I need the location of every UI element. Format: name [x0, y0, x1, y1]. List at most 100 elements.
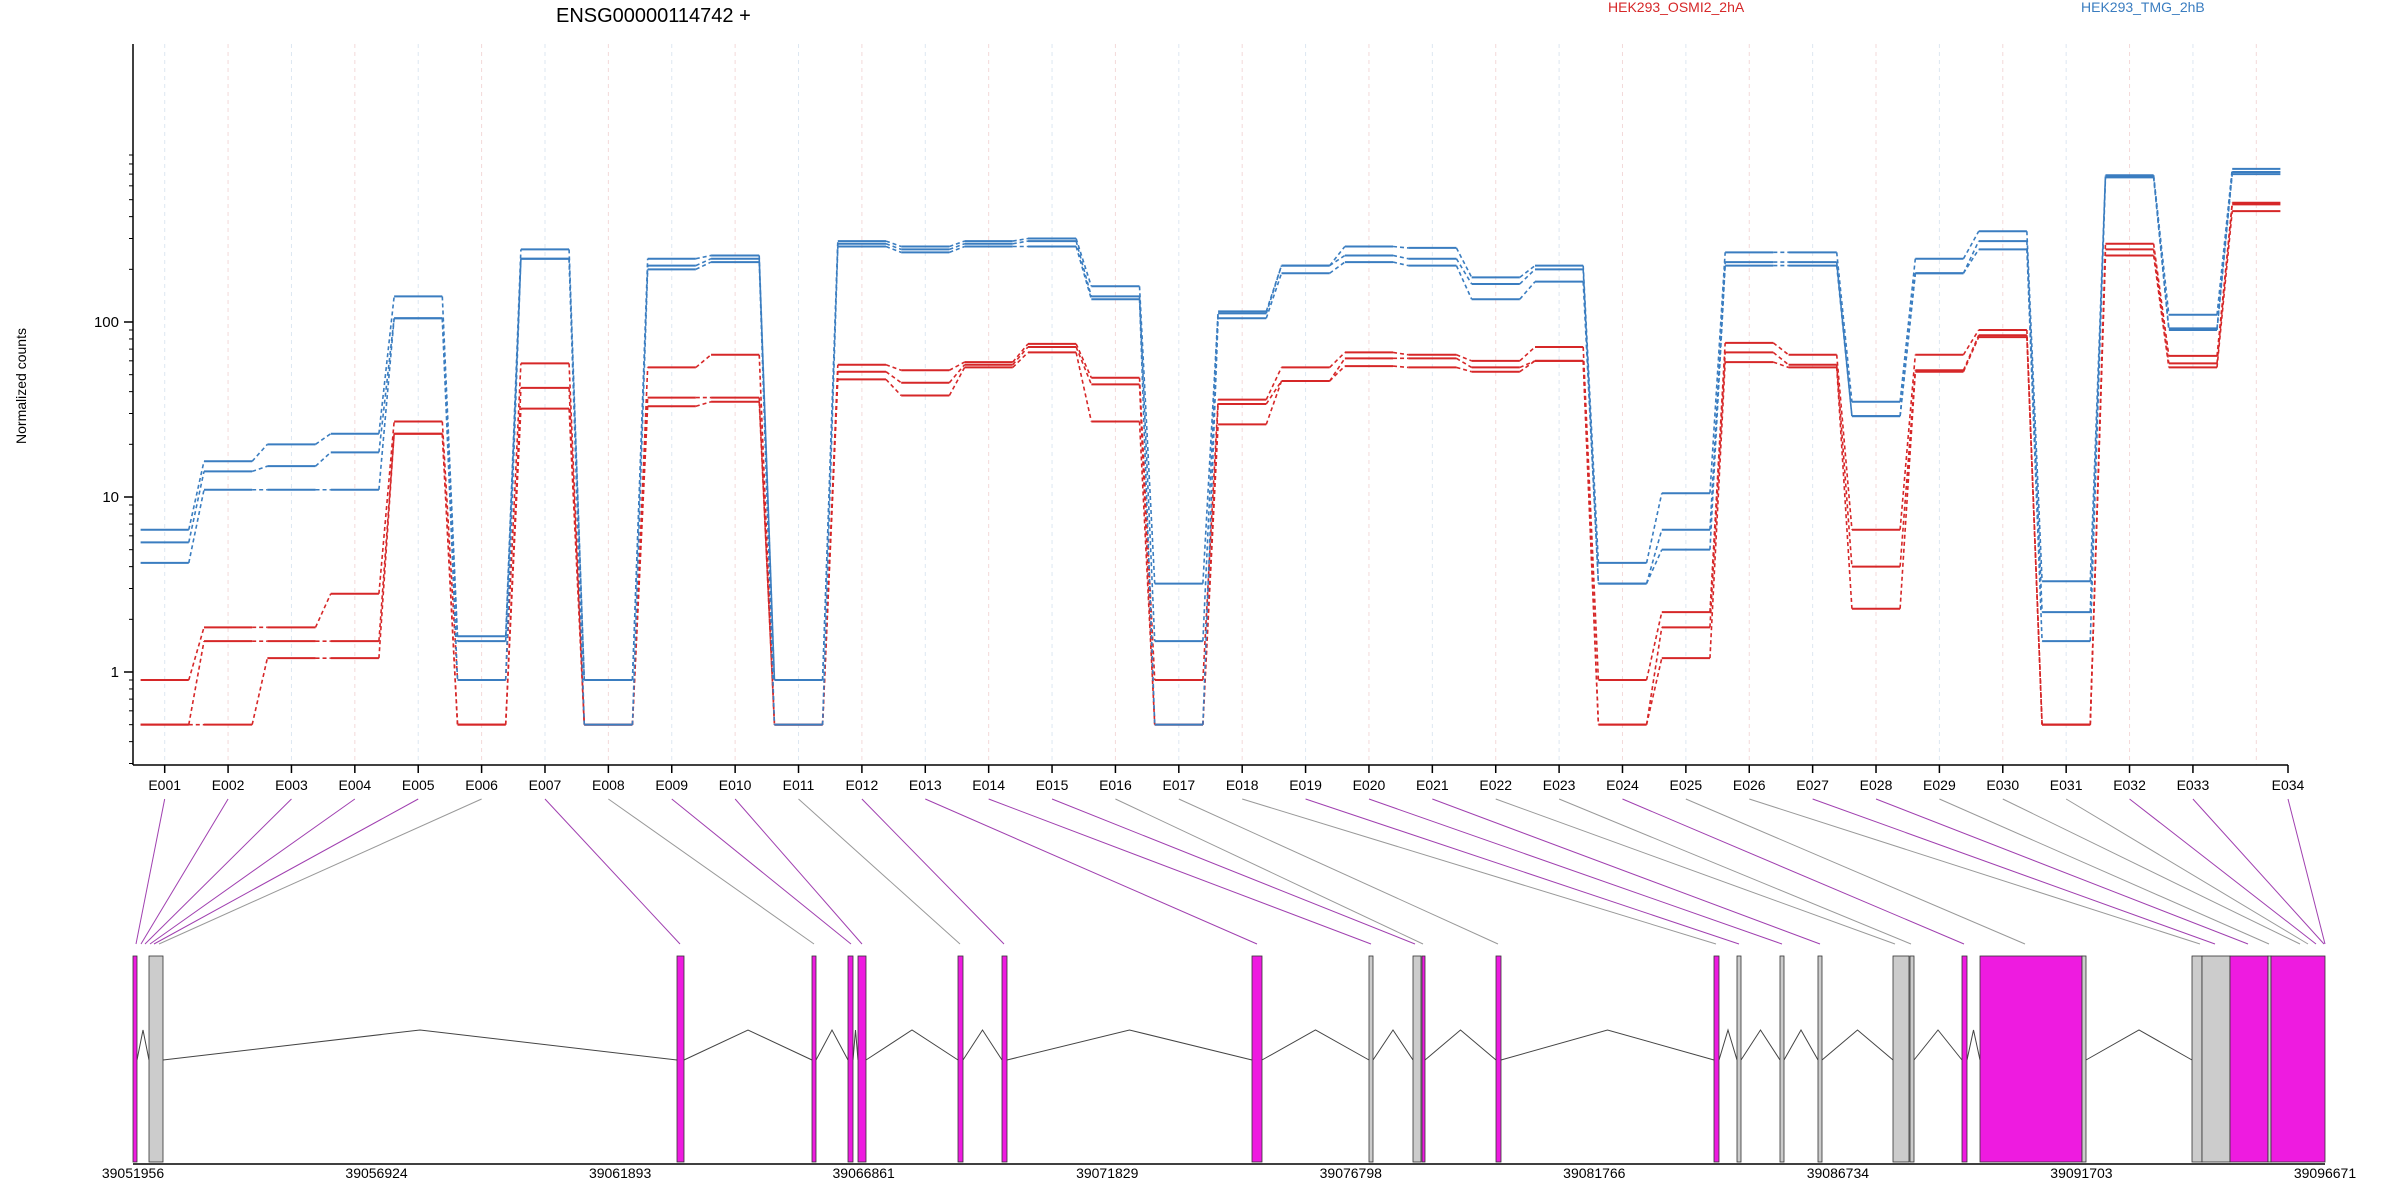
- series-connector: [2152, 177, 2170, 331]
- series-connector: [1329, 351, 1346, 369]
- series-connector: [1645, 627, 1663, 725]
- series-connector: [1772, 342, 1790, 356]
- exon-block: [1817, 955, 1823, 1163]
- exon-block-highlight: [957, 955, 964, 1163]
- genome-tick-label: 39076798: [1320, 1165, 1383, 1181]
- legend-label-tmg: HEK293_TMG_2hB: [2081, 0, 2205, 15]
- series-connector: [1582, 281, 1600, 584]
- series-connector: [1899, 354, 1917, 530]
- series-connector: [251, 657, 269, 725]
- series-connector: [2089, 177, 2107, 642]
- series-tmg: [140, 170, 2281, 682]
- series-connector: [2152, 243, 2170, 357]
- exon-links: [135, 798, 2326, 945]
- exon-block-highlight: [1421, 955, 1426, 1163]
- series-connector: [378, 421, 395, 594]
- series-connector: [885, 245, 902, 254]
- exon-link: [1051, 798, 1416, 945]
- chart-title: ENSG00000114742 +: [556, 5, 751, 27]
- series-connector: [949, 242, 965, 251]
- series-connector: [1138, 296, 1156, 642]
- exon-link: [140, 798, 229, 945]
- series-connector: [568, 408, 586, 725]
- series-connector: [1582, 269, 1600, 584]
- genome-tick-label: 39091703: [2050, 1165, 2113, 1181]
- x-tick-label: E029: [1923, 777, 1956, 793]
- exon-link: [1115, 798, 1424, 945]
- exon-block: [1779, 955, 1785, 1163]
- series-connector: [948, 367, 966, 396]
- exon-link: [158, 798, 482, 945]
- x-tick-label: E012: [846, 777, 879, 793]
- exon-link: [1875, 798, 2249, 945]
- series-connector: [1709, 262, 1726, 530]
- exon-link: [544, 798, 681, 945]
- series-connector: [1772, 351, 1790, 366]
- exon-block-highlight: [132, 955, 138, 1163]
- exon-link: [2287, 798, 2326, 945]
- series-connector: [187, 461, 205, 530]
- series-connector: [1519, 360, 1536, 369]
- series-connector: [758, 262, 776, 725]
- series-connector: [188, 627, 205, 681]
- x-tick-label: E022: [1479, 777, 1512, 793]
- intron-line: [683, 1029, 813, 1061]
- series-connector: [885, 363, 902, 372]
- series-connector: [1456, 366, 1472, 373]
- x-tick-label: E026: [1733, 777, 1766, 793]
- genome-tick-label: 39061893: [589, 1165, 652, 1181]
- exon-block: [1909, 955, 1915, 1163]
- series-connector: [1075, 352, 1093, 422]
- series-connector: [1392, 365, 1409, 369]
- series-connector: [1899, 273, 1917, 417]
- exon-link: [1368, 798, 1783, 945]
- series-connector: [1265, 367, 1283, 400]
- exon-block-highlight: [857, 955, 867, 1163]
- series-connector: [1962, 240, 1980, 274]
- intron-line: [815, 1028, 849, 1061]
- intron-line: [1783, 1028, 1819, 1061]
- series-connector: [1075, 346, 1093, 385]
- genome-tick-label: 39096671: [2294, 1165, 2357, 1181]
- x-tick-label: E033: [2177, 777, 2210, 793]
- exon-block-highlight: [1495, 955, 1502, 1163]
- series-connector: [1265, 380, 1283, 405]
- exon-block: [2191, 955, 2203, 1163]
- series-connector: [1392, 351, 1409, 356]
- series-connector: [1582, 360, 1600, 725]
- series-connector: [504, 363, 522, 681]
- genome-tick-label: 39051956: [102, 1165, 165, 1181]
- exon-link: [798, 798, 961, 945]
- gene-model: [132, 955, 2326, 1163]
- exon-link: [1685, 798, 2026, 945]
- series-connector: [1138, 299, 1156, 725]
- series-connector: [2152, 175, 2170, 315]
- series-connector: [441, 421, 459, 681]
- series-connector: [1075, 240, 1093, 297]
- intron-line: [865, 1029, 959, 1061]
- y-axis-label: Normalized counts: [13, 328, 29, 444]
- series-connector: [1202, 318, 1219, 725]
- series-connector: [949, 245, 965, 254]
- genome-tick-label: 39066861: [833, 1165, 896, 1181]
- series-connector: [378, 318, 395, 453]
- series-connector: [1202, 311, 1219, 584]
- series-connector: [1519, 268, 1536, 285]
- exon-link: [2192, 798, 2325, 945]
- x-tick-label: E015: [1036, 777, 1069, 793]
- series-connector: [1075, 238, 1093, 287]
- series-connector: [1645, 549, 1663, 584]
- exon-link: [1432, 798, 1821, 945]
- x-tick-label: E008: [592, 777, 625, 793]
- series-lines: [140, 167, 2281, 726]
- exon-link: [149, 798, 356, 945]
- series-connector: [885, 378, 902, 397]
- y-tick-label: 1: [111, 664, 119, 681]
- exon-link: [2002, 798, 2301, 945]
- intron-line: [1006, 1029, 1253, 1061]
- series-connector: [2152, 255, 2170, 368]
- exon-link: [988, 798, 1372, 945]
- genome-tick-label: 39071829: [1076, 1165, 1139, 1181]
- exon-block-highlight: [1713, 955, 1720, 1163]
- exon-link: [153, 798, 419, 945]
